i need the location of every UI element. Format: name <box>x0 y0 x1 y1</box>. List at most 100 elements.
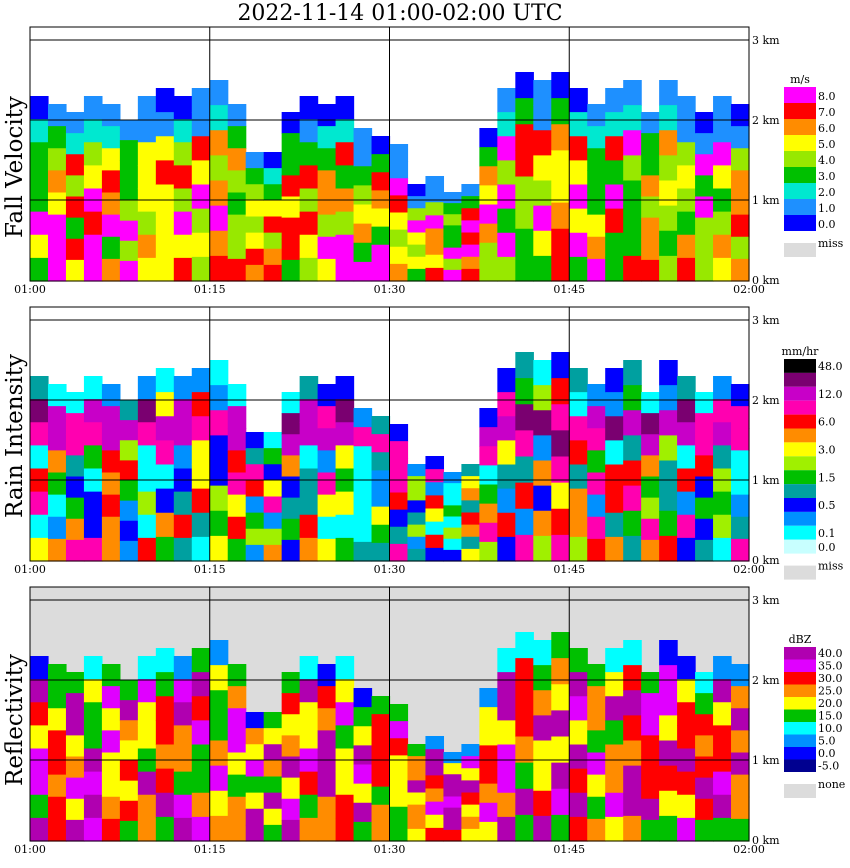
legend-swatch <box>784 484 816 498</box>
x-tick-label: 01:15 <box>194 283 226 296</box>
data-cell <box>443 258 463 271</box>
data-cell <box>65 672 85 694</box>
plot-frame <box>29 586 750 842</box>
legend-swatch <box>784 539 816 554</box>
data-cell <box>605 720 624 746</box>
data-cell <box>47 752 67 776</box>
data-cell <box>191 160 211 186</box>
legend-swatch <box>784 215 816 231</box>
data-cell <box>443 763 463 775</box>
data-cell <box>515 72 534 99</box>
data-cell <box>497 464 516 490</box>
data-cell <box>281 154 301 176</box>
data-cell <box>623 230 642 257</box>
data-cell <box>65 693 85 715</box>
legend-label: 48.0 <box>818 360 843 373</box>
data-cell <box>209 230 229 257</box>
data-cell <box>173 817 193 842</box>
data-cell <box>299 142 319 166</box>
data-cell <box>731 516 750 540</box>
data-cell <box>515 482 534 510</box>
data-cell <box>173 257 193 282</box>
data-cell <box>317 686 337 709</box>
data-cell <box>227 686 247 709</box>
data-cell <box>263 480 283 498</box>
legend-label: 1.5 <box>818 471 836 484</box>
data-cell <box>281 238 301 261</box>
x-tick-label: 02:00 <box>733 843 765 856</box>
data-cell <box>209 155 229 182</box>
data-cell <box>515 98 534 125</box>
data-cell <box>677 817 696 842</box>
data-cell <box>659 485 678 512</box>
data-cell <box>281 392 301 414</box>
data-cell <box>335 376 355 400</box>
data-cell <box>335 817 355 842</box>
data-cell <box>47 494 67 518</box>
data-cell <box>461 548 480 562</box>
data-cell <box>731 730 750 754</box>
x-tick-label: 01:45 <box>553 283 585 296</box>
data-cell <box>731 752 750 776</box>
data-cell <box>659 815 678 842</box>
data-cell <box>713 679 732 703</box>
data-cell <box>443 494 463 506</box>
data-cell <box>461 524 480 538</box>
legend-swatch <box>784 119 816 135</box>
data-cell <box>713 445 732 470</box>
data-cell <box>263 792 283 810</box>
data-cell <box>497 512 516 538</box>
data-cell <box>407 768 427 781</box>
data-cell <box>569 368 588 393</box>
data-cell <box>605 536 624 562</box>
data-cell <box>659 385 678 411</box>
data-cell <box>731 428 750 451</box>
data-cell <box>443 214 463 226</box>
data-cell <box>479 261 498 282</box>
data-cell <box>533 435 552 462</box>
data-cell <box>137 422 157 446</box>
data-cell <box>227 236 247 260</box>
data-cell <box>281 518 301 541</box>
data-cell <box>371 822 391 842</box>
data-cell <box>209 665 229 691</box>
data-cell <box>30 445 49 470</box>
data-cell <box>353 802 373 823</box>
data-cell <box>137 399 157 423</box>
data-cell <box>30 399 49 423</box>
data-cell <box>479 185 498 206</box>
data-cell <box>65 756 85 779</box>
legend-unit: m/s <box>790 73 810 86</box>
data-cell <box>299 165 319 190</box>
legend-label: 25.0 <box>818 685 843 698</box>
data-cell <box>425 775 445 790</box>
data-cell <box>497 136 516 161</box>
data-cell <box>461 536 480 550</box>
data-cell <box>533 485 552 512</box>
data-cell <box>209 385 229 411</box>
data-cell <box>551 788 570 816</box>
data-cell <box>623 155 642 182</box>
data-cell <box>515 378 534 405</box>
data-cell <box>605 440 624 466</box>
data-cell <box>677 142 696 166</box>
data-cell <box>425 521 445 536</box>
data-cell <box>587 214 606 238</box>
data-cell <box>299 96 319 120</box>
data-cell <box>353 745 373 766</box>
data-cell <box>695 392 714 414</box>
data-cell <box>209 535 229 562</box>
data-cell <box>173 491 193 516</box>
data-cell <box>551 404 570 431</box>
data-cell <box>569 744 588 770</box>
data-cell <box>65 455 85 478</box>
data-cell <box>497 392 516 417</box>
data-cell <box>317 708 337 731</box>
data-cell <box>335 96 355 120</box>
data-cell <box>407 488 427 501</box>
data-cell <box>155 160 175 186</box>
data-cell <box>119 540 139 562</box>
data-cell <box>281 112 301 134</box>
data-cell <box>551 176 570 204</box>
data-cell <box>30 422 49 446</box>
